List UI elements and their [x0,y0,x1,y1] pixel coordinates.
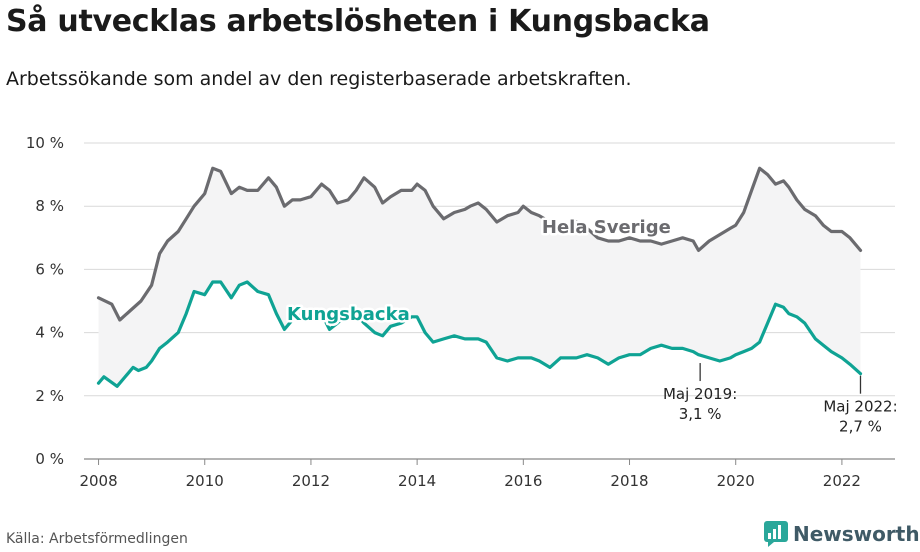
x-tick-label: 2022 [823,472,861,490]
axes: 0 % 2 % 4 % 6 % 8 % 10 % 2008 2010 2012 2014 2016 2… [26,134,895,490]
chart-title: Så utvecklas arbetslösheten i Kungsbacka [6,4,710,39]
annotations: Maj 2019: 3,1 % Maj 2022: 2,7 % [663,363,898,436]
line-chart: 0 % 2 % 4 % 6 % 8 % 10 % 2008 2010 2012 2014 2016 2… [26,134,898,490]
series-line-hela-sverige [96,166,863,322]
brand-name: Newsworthy [793,522,920,546]
x-tick-label: 2012 [292,472,330,490]
x-tick-label: 2008 [79,472,117,490]
y-tick-label: 2 % [35,387,64,405]
annotation-may-2022-value: 2,7 % [839,418,882,436]
y-tick-label: 4 % [35,324,64,342]
x-tick-label: 2018 [610,472,648,490]
chart-logo-icon [764,521,788,547]
x-tick-label: 2014 [398,472,436,490]
x-tick-label: 2016 [504,472,542,490]
annotation-may-2019-value: 3,1 % [679,405,722,423]
annotation-may-2019-label: Maj 2019: [663,385,737,403]
chart-subtitle: Arbetssökande som andel av den registerb… [6,68,632,90]
series-label-hela-sverige: Hela Sverige [542,217,671,238]
x-tick-label: 2010 [186,472,224,490]
source-note: Källa: Arbetsförmedlingen [6,531,188,547]
y-tick-label: 10 % [26,134,64,152]
difference-band [98,168,861,387]
annotation-may-2022-label: Maj 2022: [823,398,897,416]
series-lines: Hela Sverige Kungsbacka [96,166,863,388]
y-tick-label: 6 % [35,260,64,278]
y-tick-label: 8 % [35,197,64,215]
series-line-kungsbacka [96,280,863,388]
brand-logo[interactable]: Newsworthy [764,520,920,548]
y-tick-label: 0 % [35,450,64,468]
x-tick-label: 2020 [717,472,755,490]
series-label-kungsbacka: Kungsbacka [287,304,410,325]
